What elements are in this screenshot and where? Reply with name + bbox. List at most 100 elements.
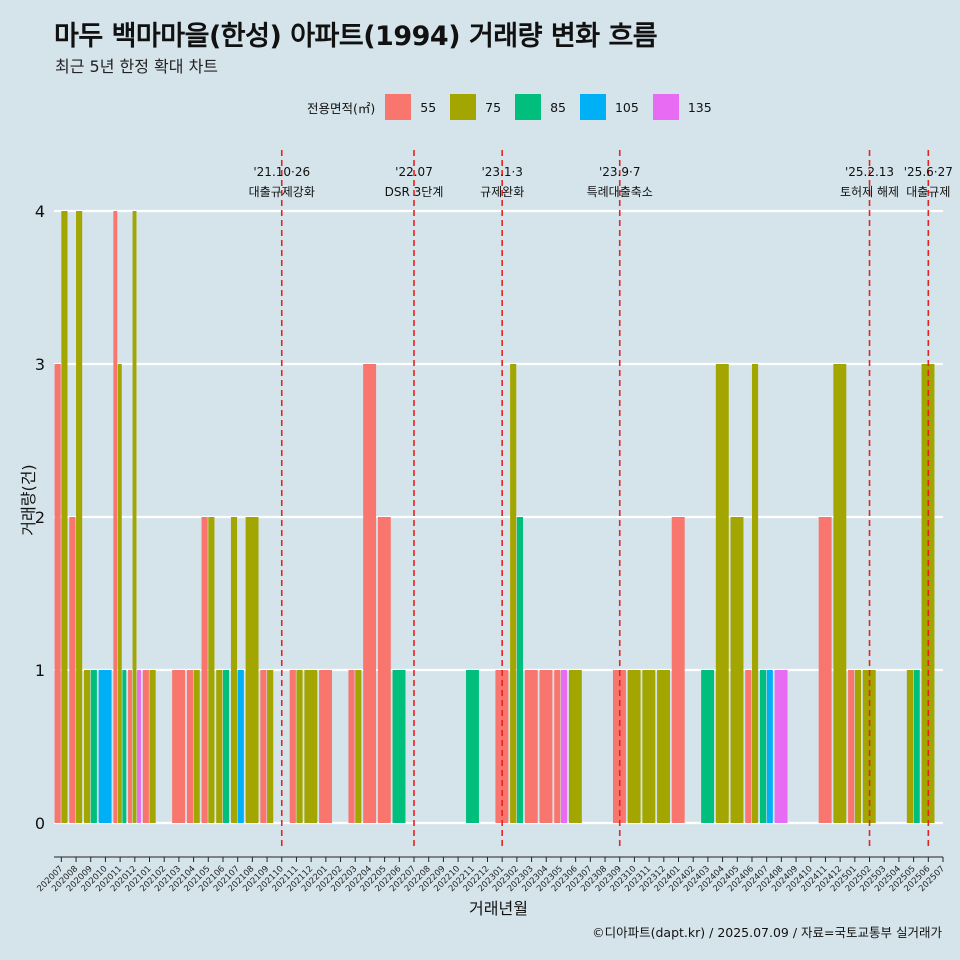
bar-202009-75 bbox=[83, 670, 91, 823]
bar-202007-55 bbox=[54, 364, 61, 823]
y-tick-label: 2 bbox=[35, 508, 45, 527]
bar-202403-85 bbox=[701, 670, 715, 823]
bar-202105-55 bbox=[201, 517, 208, 823]
event-date-202309: '23.9·7 bbox=[599, 165, 640, 179]
event-date-202506: '25.6·27 bbox=[904, 165, 953, 179]
bar-202106-85 bbox=[222, 670, 230, 823]
bar-202107-105 bbox=[237, 670, 244, 823]
bar-202401-55 bbox=[671, 517, 685, 823]
y-tick-label: 4 bbox=[35, 202, 45, 221]
bar-202311-75 bbox=[642, 670, 656, 823]
y-tick-label: 3 bbox=[35, 355, 45, 374]
event-label-202506: 대출규제 bbox=[906, 185, 950, 199]
bar-202304-55 bbox=[539, 670, 553, 823]
bar-202310-75 bbox=[627, 670, 641, 823]
bar-202103-55 bbox=[172, 670, 186, 823]
bar-202107-75 bbox=[230, 517, 238, 823]
bar-202010-105 bbox=[98, 670, 112, 823]
legend-label-135: 135 bbox=[687, 99, 712, 115]
legend-label-85: 85 bbox=[550, 99, 566, 115]
event-date-202301: '23.1·3 bbox=[481, 165, 522, 179]
bar-202012-75 bbox=[132, 211, 137, 823]
event-label-202301: 규제완화 bbox=[480, 185, 524, 199]
bar-202011-85 bbox=[122, 670, 127, 823]
y-axis-title: 거래량(건) bbox=[19, 464, 38, 535]
event-label-202110: 대출규제강화 bbox=[249, 185, 315, 199]
bar-202211-85 bbox=[466, 670, 479, 823]
bar-202012-55 bbox=[128, 670, 132, 823]
legend-item-75: 75 bbox=[450, 94, 501, 120]
event-label-202502: 토허제 해제 bbox=[840, 185, 899, 199]
y-tick-label: 1 bbox=[35, 661, 45, 680]
bar-202411-55 bbox=[818, 517, 832, 823]
event-date-202110: '21.10·26 bbox=[253, 165, 310, 179]
bar-202407-85 bbox=[759, 670, 767, 823]
chart-title: 마두 백마마을(한성) 아파트(1994) 거래량 변화 흐름 bbox=[54, 21, 658, 52]
bar-202109-55 bbox=[260, 670, 267, 823]
bar-202412-75 bbox=[833, 364, 847, 823]
bar-202008-75 bbox=[76, 211, 83, 823]
legend-title: 전용면적(㎡) bbox=[307, 100, 376, 116]
event-label-202309: 특례대출축소 bbox=[587, 185, 653, 199]
event-date-202207: '22.07 bbox=[395, 165, 433, 179]
legend: 전용면적(㎡) 55 75 85 105 135 bbox=[307, 93, 726, 121]
bar-202012-135 bbox=[137, 670, 141, 823]
legend-item-105: 105 bbox=[579, 94, 639, 120]
legend-item-85: 85 bbox=[515, 94, 566, 120]
bar-202112-75 bbox=[304, 670, 318, 823]
y-tick-label: 0 bbox=[35, 814, 45, 833]
bar-202206-85 bbox=[392, 670, 406, 823]
legend-swatch-85 bbox=[515, 94, 542, 120]
event-date-202502: '25.2.13 bbox=[845, 165, 894, 179]
bar-202101-75 bbox=[149, 670, 156, 823]
legend-label-105: 105 bbox=[614, 99, 639, 115]
bar-202305-55 bbox=[554, 670, 561, 823]
source-footer: ©디아파트(dapt.kr) / 2025.07.09 / 자료=국토교통부 실… bbox=[592, 925, 942, 940]
bar-202204-55 bbox=[363, 364, 377, 823]
bar-202405-75 bbox=[730, 517, 744, 823]
bar-202501-75 bbox=[854, 670, 861, 823]
bar-202205-55 bbox=[377, 517, 391, 823]
bar-202302-85 bbox=[516, 517, 524, 823]
bar-202501-55 bbox=[848, 670, 855, 823]
bar-202011-75 bbox=[117, 364, 122, 823]
bar-202404-75 bbox=[715, 364, 729, 823]
bar-202305-135 bbox=[560, 670, 568, 823]
legend-swatch-75 bbox=[450, 94, 477, 120]
bar-202505-85 bbox=[913, 670, 920, 823]
bar-202011-55 bbox=[113, 211, 118, 823]
legend-swatch-135 bbox=[652, 94, 679, 120]
legend-swatch-105 bbox=[579, 94, 606, 120]
bar-202105-75 bbox=[208, 517, 215, 823]
bar-202407-105 bbox=[766, 670, 773, 823]
bar-202111-75 bbox=[296, 670, 303, 823]
bar-202108-75 bbox=[245, 517, 259, 823]
bar-202009-85 bbox=[90, 670, 97, 823]
bar-202109-75 bbox=[267, 670, 274, 823]
event-label-202207: DSR 3단계 bbox=[385, 185, 444, 199]
bar-202104-55 bbox=[186, 670, 193, 823]
bar-202406-55 bbox=[745, 670, 752, 823]
bar-202302-75 bbox=[510, 364, 517, 823]
bar-202101-55 bbox=[142, 670, 149, 823]
bar-202406-75 bbox=[751, 364, 759, 823]
bar-202312-75 bbox=[657, 670, 670, 823]
legend-item-55: 55 bbox=[385, 94, 436, 120]
bar-202502-75 bbox=[862, 670, 876, 823]
bar-202008-55 bbox=[69, 517, 76, 823]
bar-202106-75 bbox=[216, 670, 223, 823]
chart-subtitle: 최근 5년 한정 확대 차트 bbox=[55, 57, 219, 76]
bar-202303-55 bbox=[524, 670, 538, 823]
bar-202203-55 bbox=[348, 670, 355, 823]
legend-label-75: 75 bbox=[485, 99, 502, 115]
legend-label-55: 55 bbox=[420, 99, 437, 115]
bar-202007-75 bbox=[61, 211, 68, 823]
bar-202203-75 bbox=[355, 670, 362, 823]
legend-item-135: 135 bbox=[652, 94, 712, 120]
bar-202201-55 bbox=[319, 670, 333, 823]
bar-202306-75 bbox=[568, 670, 582, 823]
bar-202301-55 bbox=[495, 670, 509, 823]
legend-swatch-55 bbox=[385, 94, 412, 120]
x-axis-title: 거래년월 bbox=[469, 899, 528, 918]
